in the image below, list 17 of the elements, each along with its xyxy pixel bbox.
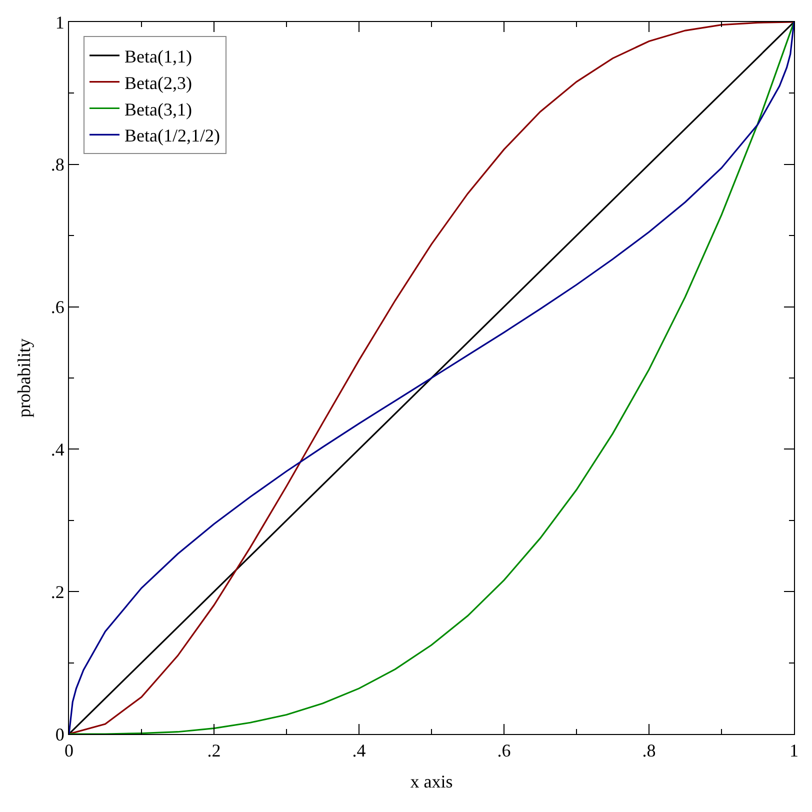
y-axis-title: probability <box>14 338 34 418</box>
y-tick-label: 0 <box>55 724 64 744</box>
y-tick-label: .4 <box>50 440 64 460</box>
legend-label: Beta(1/2,1/2) <box>124 126 220 146</box>
legend-label: Beta(2,3) <box>124 72 192 93</box>
x-tick-label: .4 <box>352 740 366 761</box>
y-tick-label: .6 <box>50 297 64 318</box>
legend-label: Beta(3,1) <box>124 99 192 120</box>
x-axis-title: x axis <box>410 772 453 792</box>
x-tick-label: 1 <box>790 740 798 761</box>
y-tick-label: .8 <box>50 154 64 175</box>
x-tick-label: .2 <box>207 740 221 761</box>
y-tick-label: .2 <box>50 582 64 602</box>
legend-label: Beta(1,1) <box>124 46 192 66</box>
x-tick-label: .6 <box>497 740 511 761</box>
x-tick-label: .8 <box>642 740 656 761</box>
y-tick-label: 1 <box>55 12 64 32</box>
